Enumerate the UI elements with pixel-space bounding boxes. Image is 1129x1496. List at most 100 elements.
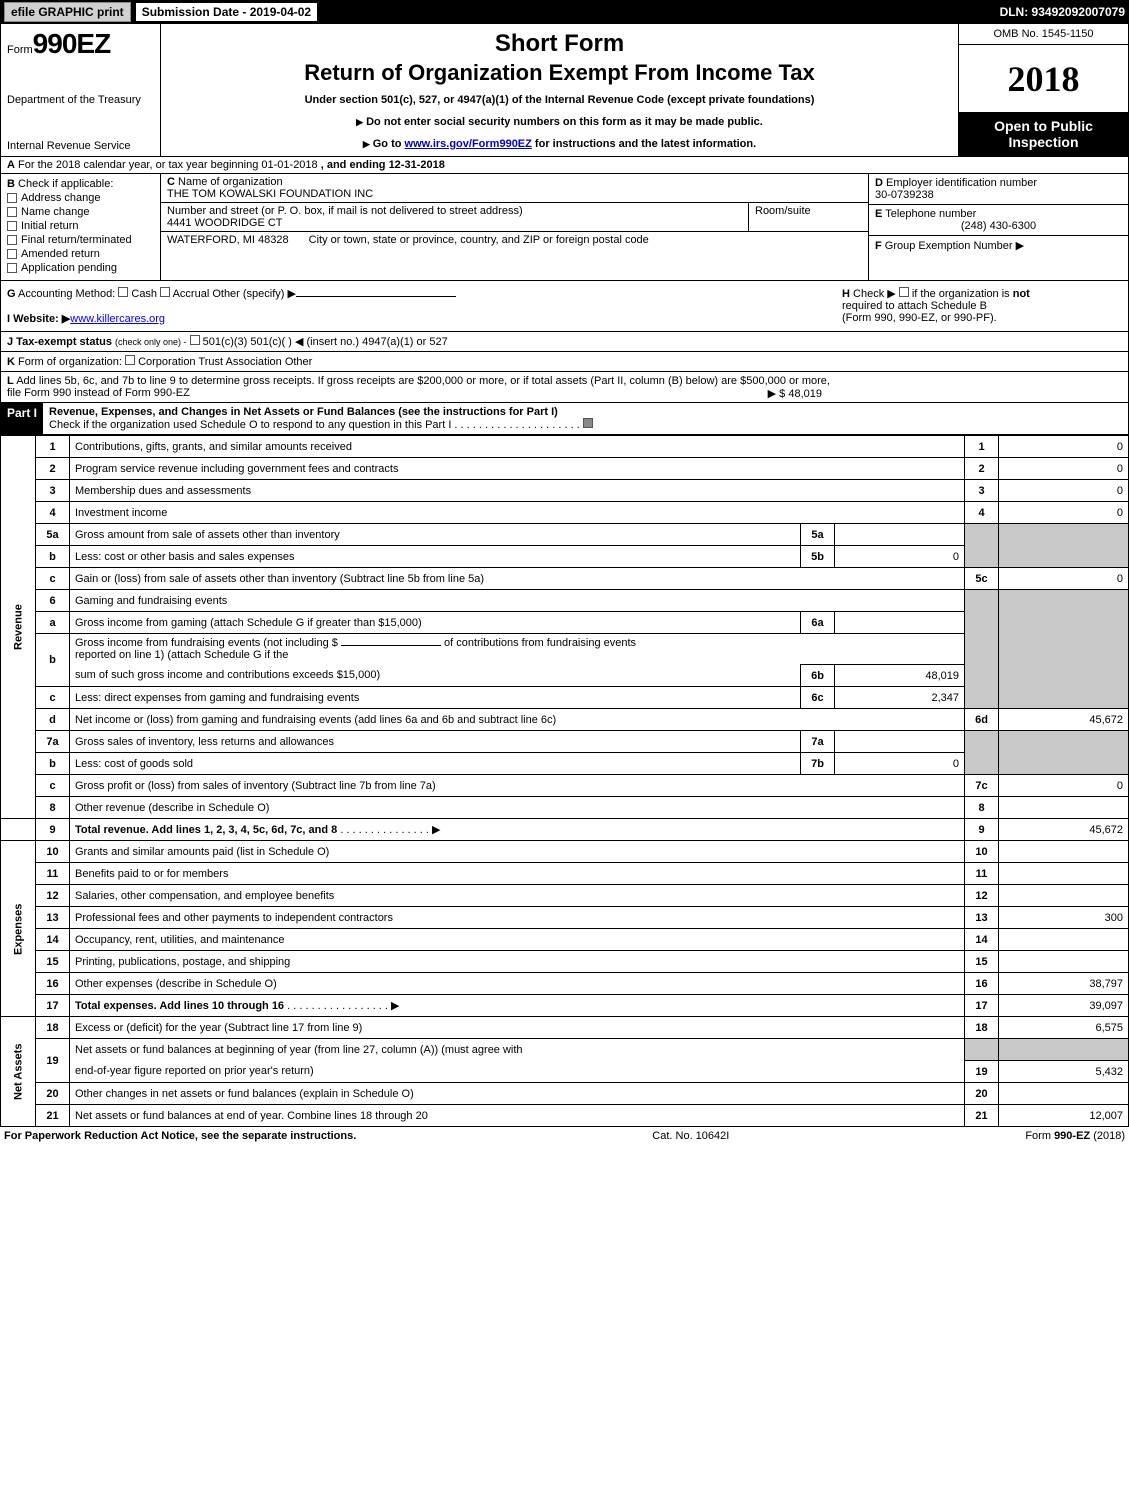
column-c: C Name of organization THE TOM KOWALSKI …	[161, 174, 868, 280]
other-label: Other (specify) ▶	[212, 288, 296, 300]
line-num: 20	[36, 1083, 70, 1105]
line-num: 13	[36, 907, 70, 929]
h-text-3: (Form 990, 990-EZ, or 990-PF).	[842, 312, 997, 324]
checkbox-icon[interactable]	[190, 335, 200, 345]
checkbox-icon[interactable]	[899, 287, 909, 297]
page-footer: For Paperwork Reduction Act Notice, see …	[0, 1127, 1129, 1145]
line-num-right: 9	[965, 819, 999, 841]
section-bcdef: B Check if applicable: Address change Na…	[0, 174, 1129, 281]
city-label: City or town, state or province, country…	[309, 234, 649, 246]
table-row: 15 Printing, publications, postage, and …	[1, 951, 1129, 973]
line-6b-t1: Gross income from fundraising events (no…	[75, 637, 338, 649]
line-amount: 38,797	[999, 973, 1129, 995]
line-amount: 0	[999, 480, 1129, 502]
room-label: Room/suite	[755, 205, 811, 217]
label-j: J Tax-exempt status	[7, 336, 112, 348]
form-number: 990EZ	[33, 28, 111, 59]
table-row: b Gross income from fundraising events (…	[1, 634, 1129, 665]
checkbox-amended-return[interactable]: Amended return	[7, 248, 154, 260]
return-title: Return of Organization Exempt From Incom…	[171, 60, 948, 86]
checkbox-icon[interactable]	[118, 287, 128, 297]
k-options: Corporation Trust Association Other	[138, 356, 312, 368]
amount-input[interactable]	[341, 645, 441, 646]
goto-suffix: for instructions and the latest informat…	[532, 138, 756, 150]
check-label: Check ▶	[853, 288, 896, 300]
line-num: 7a	[36, 731, 70, 753]
inner-line-amount	[835, 731, 965, 753]
checkbox-final-return[interactable]: Final return/terminated	[7, 234, 154, 246]
line-num: 14	[36, 929, 70, 951]
checkbox-label: Final return/terminated	[21, 234, 132, 246]
checkbox-icon[interactable]	[125, 355, 135, 365]
top-bar: efile GRAPHIC print Submission Date - 20…	[0, 0, 1129, 24]
line-desc: Less: cost or other basis and sales expe…	[70, 546, 801, 568]
line-num: 15	[36, 951, 70, 973]
line-num: 10	[36, 841, 70, 863]
table-row: 21 Net assets or fund balances at end of…	[1, 1105, 1129, 1127]
k-text: Form of organization:	[18, 356, 122, 368]
h-not: not	[1013, 288, 1030, 300]
footer-right: Form 990-EZ (2018)	[1025, 1130, 1125, 1142]
no-ssn-instruction: Do not enter social security numbers on …	[171, 116, 948, 128]
line-amount: 0	[999, 436, 1129, 458]
line-desc: Excess or (deficit) for the year (Subtra…	[70, 1017, 965, 1039]
inner-line-num: 6c	[801, 687, 835, 709]
line-num: 12	[36, 885, 70, 907]
checkbox-address-change[interactable]: Address change	[7, 192, 154, 204]
table-row: Expenses 10 Grants and similar amounts p…	[1, 841, 1129, 863]
line-desc: Salaries, other compensation, and employ…	[70, 885, 965, 907]
table-row: b Less: cost of goods sold 7b 0	[1, 753, 1129, 775]
column-def: D Employer identification number 30-0739…	[868, 174, 1128, 280]
efile-print-button[interactable]: efile GRAPHIC print	[4, 2, 131, 22]
website-link[interactable]: www.killercares.org	[70, 313, 165, 325]
goto-link[interactable]: www.irs.gov/Form990EZ	[405, 138, 532, 150]
arrow-icon: ▶	[1016, 240, 1024, 252]
other-specify-input[interactable]	[296, 296, 456, 297]
expenses-side-label: Expenses	[1, 841, 36, 1017]
line-num-right: 7c	[965, 775, 999, 797]
inner-line-num: 6b	[801, 665, 835, 687]
accounting-method-line: G Accounting Method: Cash Accrual Other …	[7, 287, 842, 300]
line-desc: Printing, publications, postage, and shi…	[70, 951, 965, 973]
line-amount: 39,097	[999, 995, 1129, 1017]
line-num-right: 1	[965, 436, 999, 458]
ein-row: D Employer identification number 30-0739…	[869, 174, 1128, 205]
line-desc: Other expenses (describe in Schedule O)	[70, 973, 965, 995]
inner-line-num: 7b	[801, 753, 835, 775]
checkbox-icon[interactable]	[160, 287, 170, 297]
line-desc: Membership dues and assessments	[70, 480, 965, 502]
line-desc: Total revenue. Add lines 1, 2, 3, 4, 5c,…	[70, 819, 965, 841]
row-l: L Add lines 5b, 6c, and 7b to line 9 to …	[0, 372, 1129, 403]
line-num: 9	[36, 819, 70, 841]
table-row: Revenue 1 Contributions, gifts, grants, …	[1, 436, 1129, 458]
checkbox-name-change[interactable]: Name change	[7, 206, 154, 218]
line-desc: Professional fees and other payments to …	[70, 907, 965, 929]
table-row: d Net income or (loss) from gaming and f…	[1, 709, 1129, 731]
line-desc: Occupancy, rent, utilities, and maintena…	[70, 929, 965, 951]
ein-value: 30-0739238	[875, 189, 934, 201]
checkbox-checked-icon[interactable]	[583, 418, 593, 428]
addr-value: 4441 WOODRIDGE CT	[167, 217, 283, 229]
column-g: G Accounting Method: Cash Accrual Other …	[7, 287, 842, 325]
line-num-right: 13	[965, 907, 999, 929]
line-num: 1	[36, 436, 70, 458]
department-line-1: Department of the Treasury	[7, 94, 154, 106]
checkbox-icon	[7, 207, 17, 217]
checkbox-application-pending[interactable]: Application pending	[7, 262, 154, 274]
line-num: c	[36, 687, 70, 709]
checkbox-initial-return[interactable]: Initial return	[7, 220, 154, 232]
table-row: 20 Other changes in net assets or fund b…	[1, 1083, 1129, 1105]
grey-cell	[965, 731, 999, 775]
inner-line-num: 5b	[801, 546, 835, 568]
line-num-right: 14	[965, 929, 999, 951]
part-1-check-text: Check if the organization used Schedule …	[49, 419, 451, 431]
phone-row: E Telephone number (248) 430-6300	[869, 205, 1128, 236]
table-row: end-of-year figure reported on prior yea…	[1, 1061, 1129, 1083]
city-state: WATERFORD, MI 48328	[167, 234, 289, 246]
j-detail: (check only one) -	[115, 337, 187, 347]
table-row: b Less: cost or other basis and sales ex…	[1, 546, 1129, 568]
line-amount: 0	[999, 568, 1129, 590]
department-line-2: Internal Revenue Service	[7, 140, 154, 152]
line-amount: 0	[999, 458, 1129, 480]
line-num-right: 20	[965, 1083, 999, 1105]
